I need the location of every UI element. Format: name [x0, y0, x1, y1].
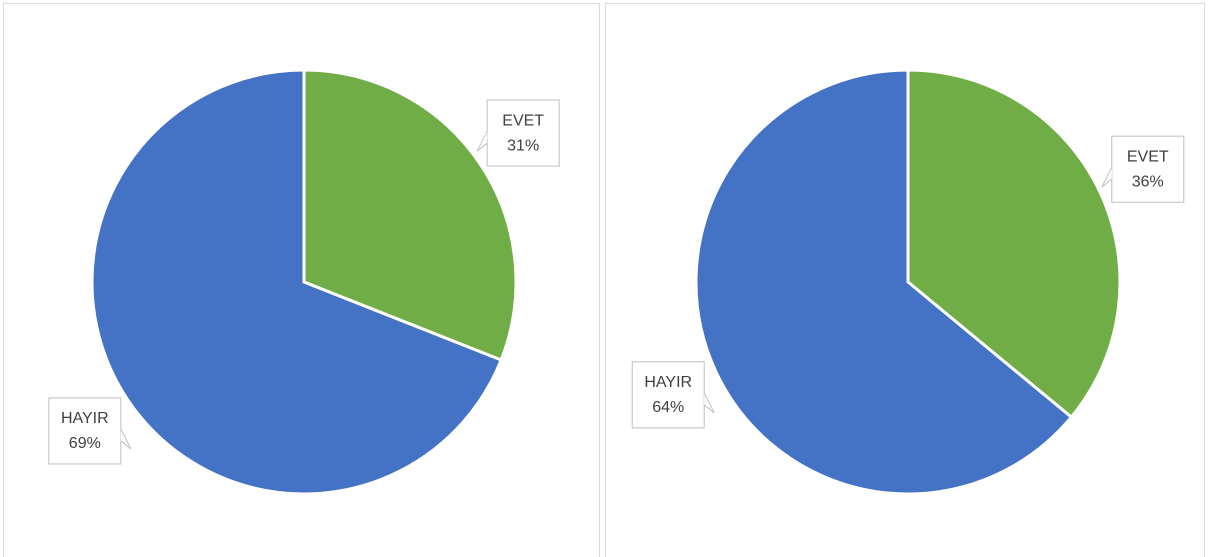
- panel-border: [3, 3, 600, 557]
- slice-category-label: EVET: [1127, 148, 1169, 165]
- callout-pointer: [476, 130, 488, 152]
- callout-pointer: [120, 428, 132, 450]
- panel-border: [605, 3, 1205, 557]
- slice-category-label: HAYIR: [644, 374, 692, 391]
- callout-box: [486, 99, 560, 167]
- callout-box: [48, 397, 122, 465]
- pie-slice: [90, 68, 504, 496]
- callout-box: [631, 361, 705, 429]
- callout-pointer: [1101, 166, 1113, 188]
- slice-category-label: EVET: [502, 112, 544, 129]
- pie-slice: [302, 68, 518, 362]
- slice-category-label: HAYIR: [61, 410, 109, 427]
- slice-value-label: 31%: [507, 137, 539, 154]
- slice-value-label: 69%: [69, 435, 101, 452]
- pie-slice: [906, 68, 1122, 420]
- slice-value-label: 36%: [1132, 173, 1164, 190]
- slice-value-label: 64%: [652, 399, 684, 416]
- callout-pointer: [703, 392, 715, 414]
- callout-box: [1111, 135, 1185, 203]
- pie-slice: [694, 68, 1074, 496]
